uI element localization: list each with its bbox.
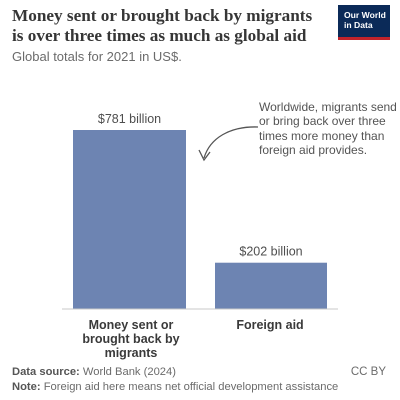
logo-accent-bar: [338, 37, 390, 40]
value-label-migrants: $781 billion: [98, 112, 161, 126]
note-text: Foreign aid here means net official deve…: [43, 381, 339, 393]
chart-annotation: Worldwide, migrants send or bring back o…: [259, 100, 397, 157]
logo-line-1: Our World: [344, 10, 386, 20]
chart-subtitle: Global totals for 2021 in US$.: [12, 49, 182, 64]
bar-foreign-aid[interactable]: [215, 262, 327, 309]
category-label-migrants: Money sent or brought back by migrants: [82, 318, 180, 360]
owid-logo[interactable]: Our World in Data: [338, 5, 390, 40]
footer-note: Note: Foreign aid here means net officia…: [12, 381, 338, 393]
bar-migrants[interactable]: [73, 130, 186, 309]
category-label-foreign-aid: Foreign aid: [236, 318, 304, 332]
source-text[interactable]: World Bank (2024): [82, 366, 176, 378]
note-label: Note:: [12, 381, 41, 393]
annotation-arrowhead: [198, 149, 211, 162]
license-link[interactable]: CC BY: [350, 366, 386, 378]
logo-line-2: in Data: [344, 20, 373, 30]
value-label-foreign-aid: $202 billion: [239, 245, 302, 259]
footer-source: Data source: World Bank (2024): [12, 366, 176, 378]
source-label: Data source:: [12, 366, 80, 378]
bars-layer: $781 billion $202 billion: [73, 112, 327, 309]
chart-title: Money sent or brought back by migrants i…: [12, 6, 313, 45]
annotation-arrow: [203, 126, 259, 159]
